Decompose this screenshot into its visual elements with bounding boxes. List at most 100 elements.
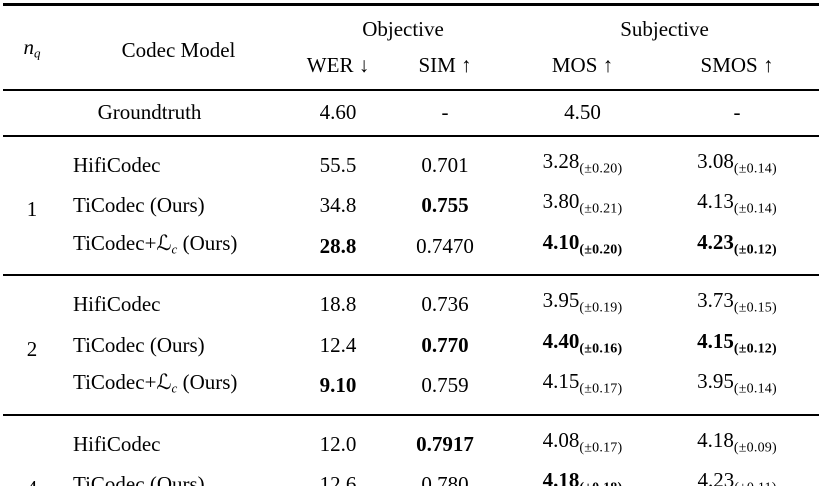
sim-value: 0.759 xyxy=(421,373,469,398)
mos-value: 3.95 xyxy=(542,288,580,313)
wer-value: 55.5 xyxy=(319,152,357,177)
sim-value: 0.701 xyxy=(421,152,469,177)
table-row: 4 HifiCodec 12.0 0.7917 4.08(±0.17)4.18(±0.0… xyxy=(3,415,819,486)
mos-cell: 4.40(±0.16) xyxy=(510,325,655,365)
model-label-segment: TiCodec+ xyxy=(73,370,157,395)
mos-value: 3.80 xyxy=(542,189,580,214)
smos-value: 3.73 xyxy=(697,288,734,313)
smos-stddev: (±0.14) xyxy=(733,161,777,177)
mos-cell: 3.95(±0.19) xyxy=(510,275,655,324)
smos-cell: 4.18(±0.09) xyxy=(655,415,819,464)
smos-value: 4.15 xyxy=(697,328,734,353)
mos-stddev: (±0.18) xyxy=(579,481,622,486)
model-cell: TiCodec (Ours) xyxy=(61,185,296,225)
sim-cell: 0.7470 xyxy=(380,226,510,275)
loss-symbol: ℒ xyxy=(156,230,172,255)
smos-stddev: (±0.15) xyxy=(733,300,777,316)
wer-cell: 55.5 xyxy=(296,136,380,185)
header-sim: SIM ↑ xyxy=(418,53,472,77)
nq-cell: 4 xyxy=(3,415,61,486)
wer-value: 18.8 xyxy=(319,292,357,317)
model-label-segment: c xyxy=(171,380,178,396)
mos-stddev: (±0.21) xyxy=(579,201,623,217)
wer-cell: 9.10 xyxy=(296,365,380,414)
mos-stddev: (±0.17) xyxy=(579,381,623,397)
smos-value: 3.08 xyxy=(697,149,734,173)
smos-cell: 4.13(±0.14) xyxy=(655,185,819,225)
sim-cell: 0.759 xyxy=(380,365,510,414)
model-label-segment: TiCodec (Ours) xyxy=(73,472,205,486)
smos-cell: 3.08(±0.14) xyxy=(655,136,819,185)
smos-value: 4.23 xyxy=(697,468,735,486)
mos-cell: 4.08(±0.17) xyxy=(510,415,655,464)
model-cell: TiCodec (Ours) xyxy=(61,464,296,486)
wer-value: 12.0 xyxy=(319,431,357,456)
mos-cell: 4.10(±0.20) xyxy=(510,226,655,275)
model-label-segment: HifiCodec xyxy=(73,292,161,317)
table-row: TiCodec (Ours) 34.8 0.755 3.80(±0.21) 4.13(±… xyxy=(3,185,819,225)
group-section-nq4: 4 HifiCodec 12.0 0.7917 4.08(±0.17)4.18(±0.0… xyxy=(3,415,819,486)
mos-value: 4.15 xyxy=(542,369,580,394)
sim-value: 0.755 xyxy=(421,193,469,218)
wer-cell: 34.8 xyxy=(296,185,380,225)
mos-cell: 3.28(±0.20) xyxy=(510,136,655,185)
sim-value: 0.7917 xyxy=(416,431,474,456)
mos-stddev: (±0.17) xyxy=(579,440,623,456)
smos-stddev: (±0.09) xyxy=(733,440,777,456)
sim-cell: 0.736 xyxy=(380,275,510,324)
wer-cell: 28.8 xyxy=(296,226,380,275)
wer-value: 12.6 xyxy=(319,472,357,486)
header-mos: MOS ↑ xyxy=(551,53,614,77)
table-row: 2 HifiCodec 18.8 0.736 3.95(±0.19) 3.73(±0.15… xyxy=(3,275,819,360)
model-label-segment: TiCodec+ xyxy=(73,230,157,255)
nq-cell: 2 xyxy=(26,336,38,361)
wer-cell: 12.6 xyxy=(296,464,380,486)
sim-cell: 0.780 xyxy=(380,464,510,486)
mos-stddev: (±0.16) xyxy=(579,341,623,357)
model-label-segment: HifiCodec xyxy=(73,152,161,177)
groundtruth-section: Groundtruth 4.60 - 4.50 - xyxy=(3,90,820,136)
loss-symbol: ℒ xyxy=(156,370,172,395)
wer-cell: 18.8 xyxy=(296,275,380,324)
group-section-nq1: 1 HifiCodec 55.5 0.701 3.28(±0.20) 3.08(±0.14… xyxy=(3,136,820,276)
model-cell: TiCodec (Ours) xyxy=(61,325,296,365)
model-cell: TiCodec+ℒc (Ours) xyxy=(61,365,296,414)
smos-cell: 3.95(±0.14) xyxy=(655,365,819,414)
header-codec-model: Codec Model xyxy=(121,38,236,62)
sim-value: 0.7470 xyxy=(416,233,474,258)
nq-cell: 1 xyxy=(26,197,38,222)
group-section-nq2: 2 HifiCodec 18.8 0.736 3.95(±0.19) 3.73(±0.15… xyxy=(3,275,820,415)
table-header: nq Codec Model Objective Subjective WER … xyxy=(3,5,820,90)
header-wer: WER ↓ xyxy=(306,53,370,77)
smos-stddev: (±0.14) xyxy=(733,201,777,217)
sim-cell: 0.701 xyxy=(380,136,510,185)
mos-cell: 4.15(±0.17) xyxy=(510,365,655,414)
mos-value: 4.10 xyxy=(542,229,580,254)
wer-value: 34.8 xyxy=(319,193,357,218)
mos-cell: 4.50 xyxy=(564,100,601,124)
wer-value: 12.4 xyxy=(319,332,357,357)
mos-stddev: (±0.19) xyxy=(579,300,623,316)
smos-cell: 4.23(±0.11) xyxy=(655,464,819,486)
sim-cell: 0.7917 xyxy=(380,415,510,464)
header-metric-row: WER ↓ SIM ↑ MOS ↑ SMOS ↑ xyxy=(3,47,819,90)
wer-cell: 12.0 xyxy=(296,415,380,464)
model-cell: HifiCodec xyxy=(61,136,296,185)
smos-stddev: (±0.12) xyxy=(733,341,777,357)
smos-stddev: (±0.12) xyxy=(733,242,777,258)
header-objective: Objective xyxy=(362,17,444,41)
model-label-segment: HifiCodec xyxy=(73,431,161,456)
results-table: nq Codec Model Objective Subjective WER … xyxy=(3,3,820,486)
model-label-segment: TiCodec (Ours) xyxy=(73,193,205,218)
header-smos: SMOS ↑ xyxy=(700,53,774,77)
header-group-row: nq Codec Model Objective Subjective xyxy=(3,5,819,62)
smos-value: 4.23 xyxy=(697,229,734,254)
model-cell: TiCodec+ℒc (Ours) xyxy=(61,226,296,275)
wer-value: 28.8 xyxy=(319,233,357,258)
sim-cell: - xyxy=(441,100,449,124)
nq-subscript: q xyxy=(33,45,41,61)
table-row: Groundtruth 4.60 - 4.50 - xyxy=(3,90,819,136)
smos-value: 3.95 xyxy=(697,369,734,394)
sim-cell: 0.755 xyxy=(380,185,510,225)
smos-stddev: (±0.14) xyxy=(733,381,777,397)
